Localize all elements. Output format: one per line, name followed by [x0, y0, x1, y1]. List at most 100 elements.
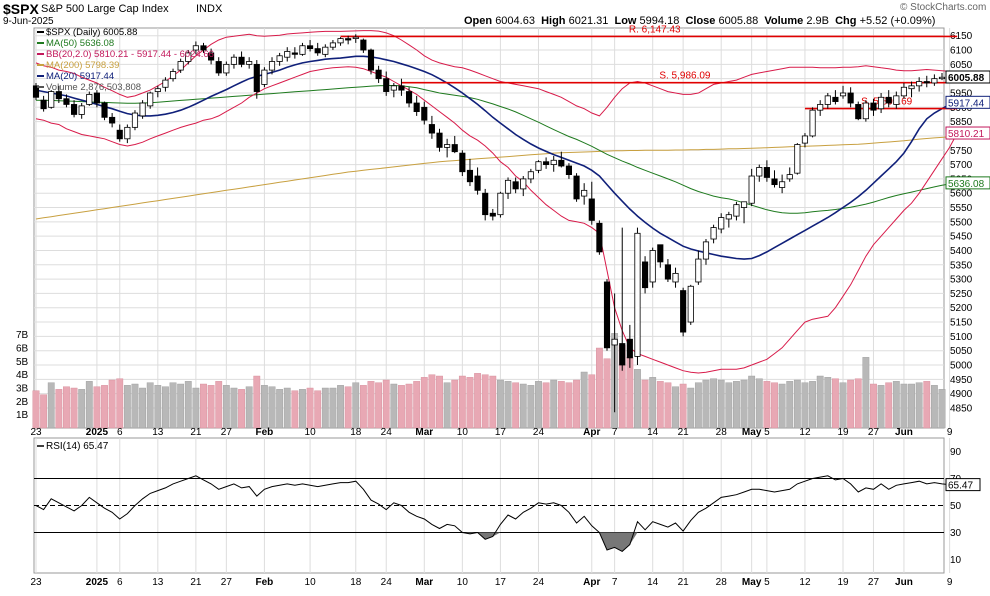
rsi-x-tick-label: 19 — [837, 577, 849, 588]
volume-bar — [573, 379, 580, 429]
volume-bar — [793, 379, 801, 429]
candle-body — [733, 204, 740, 217]
candle-body — [763, 167, 770, 178]
volume-bar — [32, 390, 40, 429]
volume-value: 2.9B — [806, 15, 829, 27]
volume-bar — [832, 378, 839, 429]
price-x-tick-label: 23 — [30, 427, 42, 438]
volume-bar — [413, 381, 421, 429]
volume-bar — [809, 381, 816, 429]
rsi-x-tick-label: 24 — [381, 577, 393, 588]
price-x-tick-label: 18 — [350, 427, 362, 438]
price-y-tick-label: 5250 — [950, 289, 973, 300]
price-y-tick-label: 5400 — [950, 246, 973, 257]
volume-bar — [512, 382, 520, 429]
price-x-tick-label: 24 — [533, 427, 545, 438]
volume-axis-label: 6B — [16, 344, 29, 355]
price-y-tick-label: 5050 — [950, 346, 973, 357]
candle-body — [390, 85, 397, 91]
price-y-tick-label: 5450 — [950, 232, 973, 243]
volume-bar — [93, 386, 101, 429]
candle-body — [535, 161, 542, 171]
volume-bar — [443, 382, 451, 429]
rsi-x-tick-label: 23 — [30, 577, 42, 588]
candle-body — [527, 171, 534, 180]
volume-bar — [200, 383, 207, 429]
rsi-y-tick-label: 90 — [950, 447, 962, 458]
watermark: © StockCharts.com — [900, 2, 987, 13]
volume-bar — [481, 374, 489, 429]
volume-axis-label: 4B — [16, 370, 29, 381]
volume-bar — [314, 390, 322, 429]
volume-bar — [672, 386, 679, 429]
chart-symbol: $SPX — [3, 1, 39, 17]
candle-body — [352, 36, 359, 39]
price-x-tick-label: 10 — [457, 427, 469, 438]
volume-bar — [344, 386, 352, 429]
volume-bar — [527, 385, 535, 429]
volume-bar — [245, 386, 253, 429]
low-label: Low — [614, 15, 637, 27]
volume-bar — [634, 369, 641, 429]
rsi-last-value-box — [945, 478, 981, 492]
volume-bar — [184, 381, 192, 429]
ma20-line — [35, 55, 958, 260]
volume-bar — [116, 378, 124, 429]
volume-axis-label: 1B — [16, 410, 29, 421]
rsi-x-tick-label: 6 — [117, 577, 123, 588]
price-x-tick-label: 5 — [764, 427, 770, 438]
price-x-tick-label: 28 — [716, 427, 728, 438]
candle-body — [459, 152, 466, 173]
volume-bar — [283, 387, 291, 429]
price-y-tick-label: 5000 — [950, 361, 973, 372]
rsi-x-tick-label: 2025 — [86, 577, 109, 588]
volume-bar — [862, 357, 870, 429]
candle-body — [908, 85, 915, 90]
volume-bar — [390, 383, 398, 429]
volume-bar — [474, 373, 481, 429]
candle-body — [634, 232, 641, 357]
price-x-tick-label: 10 — [305, 427, 317, 438]
volume-bar — [162, 386, 169, 429]
price-y-tick-label: 4950 — [950, 375, 973, 386]
candle-body — [444, 144, 451, 148]
price-y-tick-label: 4850 — [950, 403, 973, 414]
volume-bar — [70, 387, 78, 429]
candle-body — [223, 63, 230, 74]
volume-bar — [458, 375, 466, 429]
volume-bar — [291, 390, 299, 429]
price-x-tick-label: 6 — [117, 427, 123, 438]
volume-bar — [55, 389, 63, 429]
volume-bar — [733, 381, 740, 429]
support-resistance-label: R. 6,147.43 — [629, 24, 681, 35]
price-x-tick-label: 13 — [152, 427, 164, 438]
candle-body — [664, 264, 671, 280]
price-y-tick-label: 5500 — [950, 217, 973, 228]
candle-body — [870, 102, 877, 111]
rsi-x-tick-label: 10 — [457, 577, 469, 588]
candle-body — [847, 92, 854, 104]
candle-body — [451, 144, 458, 153]
volume-bar — [420, 377, 428, 429]
price-x-tick-label: 7 — [612, 427, 618, 438]
candle-body — [291, 52, 298, 55]
rsi-last-value-label: 65.47 — [948, 481, 973, 492]
rsi-x-tick-label: 13 — [152, 577, 164, 588]
price-x-tick-label: May — [742, 427, 762, 438]
rsi-x-tick-label: Jun — [895, 577, 913, 588]
candle-body — [177, 61, 184, 71]
candle-body — [185, 52, 192, 62]
price-y-tick-label: 5850 — [950, 117, 973, 128]
volume-bar — [40, 394, 48, 429]
price-y-tick-label: 5300 — [950, 275, 973, 286]
volume-bar — [923, 381, 931, 429]
volume-bar — [367, 381, 375, 429]
price-y-tick-label: 5100 — [950, 332, 973, 343]
candle-body — [329, 42, 336, 48]
candle-body — [40, 99, 47, 110]
volume-bar — [908, 383, 915, 429]
candle-body — [718, 217, 725, 230]
close-value: 6005.88 — [718, 15, 759, 27]
rsi-y-tick-label: 50 — [950, 501, 962, 512]
volume-bar — [108, 379, 116, 429]
